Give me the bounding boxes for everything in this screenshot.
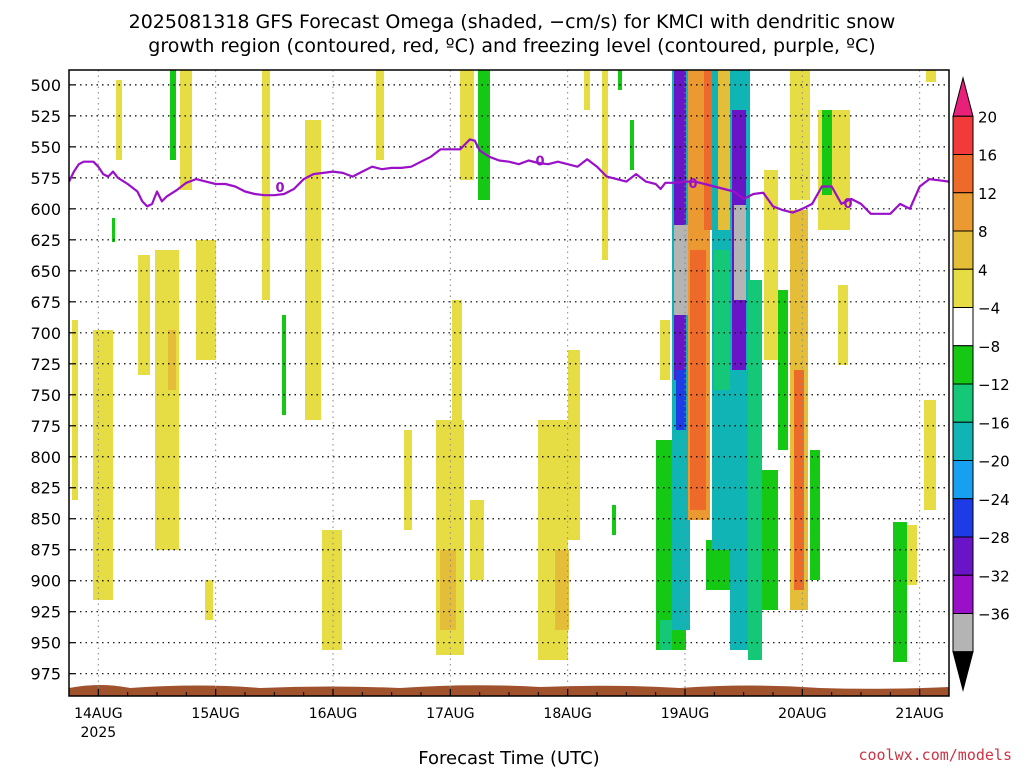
colorbar-segment bbox=[952, 460, 974, 500]
colorbar-segment bbox=[952, 154, 974, 194]
colorbar-max-triangle bbox=[952, 76, 974, 117]
y-tick-label: 625 bbox=[30, 231, 61, 250]
x-tick-label: 18AUG bbox=[543, 706, 592, 722]
y-tick-label: 675 bbox=[30, 293, 61, 312]
colorbar-label: −36 bbox=[978, 606, 1010, 624]
colorbar-segment bbox=[952, 613, 974, 653]
y-tick-label: 700 bbox=[30, 324, 61, 343]
credit-text: coolwx.com/models bbox=[858, 746, 1012, 764]
colorbar-label: −32 bbox=[978, 567, 1010, 585]
y-tick-label: 750 bbox=[30, 386, 61, 405]
colorbar-segment bbox=[952, 345, 974, 385]
freezing-level-label: 0 bbox=[688, 177, 697, 192]
freezing-level-label: 0 bbox=[275, 181, 284, 196]
colorbar-segment bbox=[952, 115, 974, 155]
freezing-level-label: 0 bbox=[843, 197, 852, 212]
grid-lines bbox=[69, 70, 949, 696]
y-tick-label: 600 bbox=[30, 200, 61, 219]
x-tick-sublabel: 2025 bbox=[81, 725, 117, 741]
colorbar-label: −24 bbox=[978, 491, 1010, 509]
y-tick-label: 775 bbox=[30, 417, 61, 436]
y-tick-label: 650 bbox=[30, 262, 61, 281]
colorbar-label: 8 bbox=[978, 223, 988, 241]
x-tick-label: 16AUG bbox=[309, 706, 358, 722]
y-axis-ticks: 500 525 550 575 600 625 650 675 700 725 750 775 800 8… bbox=[30, 76, 75, 684]
x-tick-label: 21AUG bbox=[895, 706, 944, 722]
x-tick-label: 17AUG bbox=[426, 706, 475, 722]
y-tick-label: 900 bbox=[30, 572, 61, 591]
y-tick-label: 925 bbox=[30, 603, 61, 622]
colorbar-label: −16 bbox=[978, 414, 1010, 432]
x-axis-ticks: 14AUG 2025 15AUG 16AUG 17AUG 18AUG 19AUG 20AUG 2… bbox=[68, 689, 950, 741]
colorbar-segment bbox=[952, 574, 974, 614]
x-tick-label: 19AUG bbox=[661, 706, 710, 722]
y-tick-label: 725 bbox=[30, 355, 61, 374]
y-tick-label: 800 bbox=[30, 448, 61, 467]
colorbar-segment bbox=[952, 498, 974, 538]
colorbar: 20 16 12 8 4 −4 −8 −12 −16 −20 −24 −28 −32 −36 bbox=[952, 76, 1010, 692]
y-tick-label: 525 bbox=[30, 107, 61, 126]
freezing-level-line bbox=[69, 138, 949, 215]
colorbar-label: −4 bbox=[978, 300, 1000, 318]
chart-title-line1: 2025081318 GFS Forecast Omega (shaded, −… bbox=[129, 11, 896, 33]
y-tick-label: 550 bbox=[30, 138, 61, 157]
colorbar-segment bbox=[952, 307, 974, 347]
freezing-level-contour: 0 0 0 0 bbox=[69, 138, 949, 215]
x-tick-label: 15AUG bbox=[191, 706, 240, 722]
colorbar-segment bbox=[952, 268, 974, 308]
y-tick-label: 850 bbox=[30, 510, 61, 529]
colorbar-segment bbox=[952, 421, 974, 461]
colorbar-segment bbox=[952, 536, 974, 576]
plot-background bbox=[69, 70, 949, 696]
colorbar-label: −20 bbox=[978, 453, 1010, 471]
colorbar-label: 4 bbox=[978, 261, 988, 279]
plot-frame bbox=[68, 69, 950, 697]
y-tick-label: 575 bbox=[30, 169, 61, 188]
colorbar-label: 16 bbox=[978, 147, 997, 165]
colorbar-label: 12 bbox=[978, 185, 997, 203]
colorbar-segment bbox=[952, 230, 974, 270]
x-axis-label: Forecast Time (UTC) bbox=[418, 748, 599, 768]
y-tick-label: 950 bbox=[30, 634, 61, 653]
colorbar-label: −28 bbox=[978, 529, 1010, 547]
colorbar-segment bbox=[952, 192, 974, 232]
colorbar-segment bbox=[952, 383, 974, 423]
colorbar-min-triangle bbox=[952, 651, 974, 692]
colorbar-label: −12 bbox=[978, 376, 1010, 394]
chart-title-line2: growth region (contoured, red, ºC) and f… bbox=[148, 35, 875, 57]
y-tick-label: 500 bbox=[30, 76, 61, 95]
x-tick-label: 14AUG bbox=[74, 706, 123, 722]
y-tick-label: 875 bbox=[30, 541, 61, 560]
omega-shading bbox=[72, 70, 936, 662]
y-tick-label: 825 bbox=[30, 479, 61, 498]
colorbar-label: 20 bbox=[978, 108, 997, 126]
freezing-level-label: 0 bbox=[535, 155, 544, 170]
x-tick-label: 20AUG bbox=[778, 706, 827, 722]
ground-strip bbox=[69, 685, 949, 696]
colorbar-label: −8 bbox=[978, 338, 1000, 356]
y-tick-label: 975 bbox=[30, 665, 61, 684]
